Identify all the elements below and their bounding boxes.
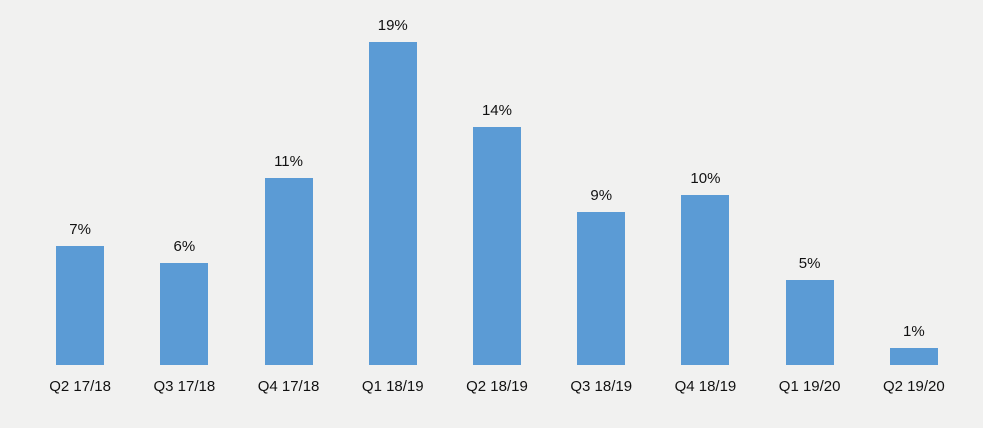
chart-column: 7% Q2 17/18 [28, 0, 132, 428]
bar [368, 42, 417, 365]
bar-value-label: 19% [377, 17, 408, 34]
x-axis-label: Q2 17/18 [49, 378, 111, 395]
x-axis-label: Q4 17/18 [257, 378, 320, 395]
x-axis-label: Q2 19/20 [883, 378, 945, 395]
bar-value-label: 10% [690, 170, 721, 187]
chart-column: 6% Q3 17/18 [132, 0, 236, 428]
bar [160, 263, 209, 365]
bar-chart: 7% Q2 17/18 6% Q3 17/18 11% Q4 17/18 19%… [28, 0, 966, 428]
bar [681, 195, 730, 365]
bar-value-label: 6% [173, 238, 196, 255]
chart-column: 1% Q2 19/20 [862, 0, 966, 428]
x-axis-label: Q3 18/19 [570, 378, 633, 395]
chart-column: 19% Q1 18/19 [341, 0, 445, 428]
chart-column: 14% Q2 18/19 [445, 0, 549, 428]
chart-column: 5% Q1 19/20 [758, 0, 862, 428]
x-axis-label: Q1 18/19 [361, 378, 424, 395]
x-axis-label: Q1 19/20 [778, 378, 841, 395]
bar [472, 127, 521, 365]
x-axis-label: Q3 17/18 [153, 378, 216, 395]
chart-column: 11% Q4 17/18 [236, 0, 340, 428]
bar-value-label: 7% [69, 221, 91, 238]
bar [56, 246, 105, 365]
bar-value-label: 11% [274, 153, 303, 170]
bar [785, 280, 834, 365]
bar-value-label: 9% [590, 187, 613, 204]
bar [577, 212, 626, 365]
chart-column: 10% Q4 18/19 [653, 0, 757, 428]
bar-value-label: 1% [903, 323, 925, 340]
bar [889, 348, 938, 365]
x-axis-label: Q2 18/19 [466, 378, 528, 395]
chart-column: 9% Q3 18/19 [549, 0, 653, 428]
bar [264, 178, 313, 365]
bar-value-label: 14% [481, 102, 512, 119]
x-axis-label: Q4 18/19 [674, 378, 737, 395]
bar-value-label: 5% [798, 255, 821, 272]
